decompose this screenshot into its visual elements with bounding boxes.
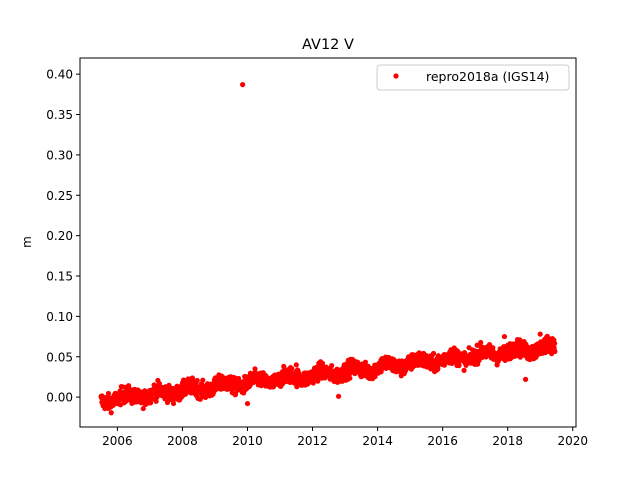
- x-tick-label: 2008: [167, 434, 198, 448]
- x-tick-label: 2018: [492, 434, 523, 448]
- y-tick-label: 0.15: [46, 270, 73, 284]
- y-axis-ticks: 0.00 0.05 0.10 0.15 0.20 0.25 0.30 0.35 0.40: [46, 68, 80, 405]
- legend-label: repro2018a (IGS14): [426, 69, 549, 84]
- data-point: [289, 366, 294, 371]
- data-point: [347, 376, 352, 381]
- chart-title: AV12 V: [302, 37, 354, 53]
- outlier-point: [502, 334, 507, 339]
- outlier-point: [538, 332, 543, 337]
- data-point: [478, 340, 483, 345]
- data-point: [461, 368, 466, 373]
- data-point: [552, 341, 557, 346]
- x-tick-label: 2014: [362, 434, 393, 448]
- legend: repro2018a (IGS14): [377, 65, 569, 90]
- x-tick-label: 2010: [232, 434, 263, 448]
- data-point: [311, 380, 316, 385]
- y-tick-label: 0.00: [46, 391, 73, 405]
- y-tick-label: 0.05: [46, 350, 73, 364]
- data-point: [200, 378, 205, 383]
- outlier-point: [523, 377, 528, 382]
- data-point: [552, 349, 557, 354]
- x-tick-label: 2016: [427, 434, 458, 448]
- y-tick-label: 0.35: [46, 108, 73, 122]
- x-tick-label: 2020: [557, 434, 588, 448]
- data-point: [171, 401, 176, 406]
- outlier-point: [245, 401, 250, 406]
- outlier-point: [336, 394, 341, 399]
- data-point: [456, 363, 461, 368]
- data-points: [99, 82, 558, 415]
- outlier-point: [240, 82, 245, 87]
- data-point: [431, 351, 436, 356]
- y-axis-label: m: [20, 236, 34, 248]
- y-tick-label: 0.40: [46, 68, 73, 82]
- x-axis-ticks: 2006 2008 2010 2012 2014 2016 2018 2020: [102, 427, 588, 448]
- y-tick-label: 0.10: [46, 310, 73, 324]
- y-tick-label: 0.25: [46, 189, 73, 203]
- data-point: [109, 410, 114, 415]
- x-tick-label: 2006: [102, 434, 133, 448]
- data-point: [329, 363, 334, 368]
- data-point: [195, 378, 200, 383]
- y-tick-label: 0.30: [46, 148, 73, 162]
- outlier-point: [294, 362, 299, 367]
- y-tick-label: 0.20: [46, 229, 73, 243]
- x-tick-label: 2012: [297, 434, 328, 448]
- legend-marker-icon: [393, 73, 398, 78]
